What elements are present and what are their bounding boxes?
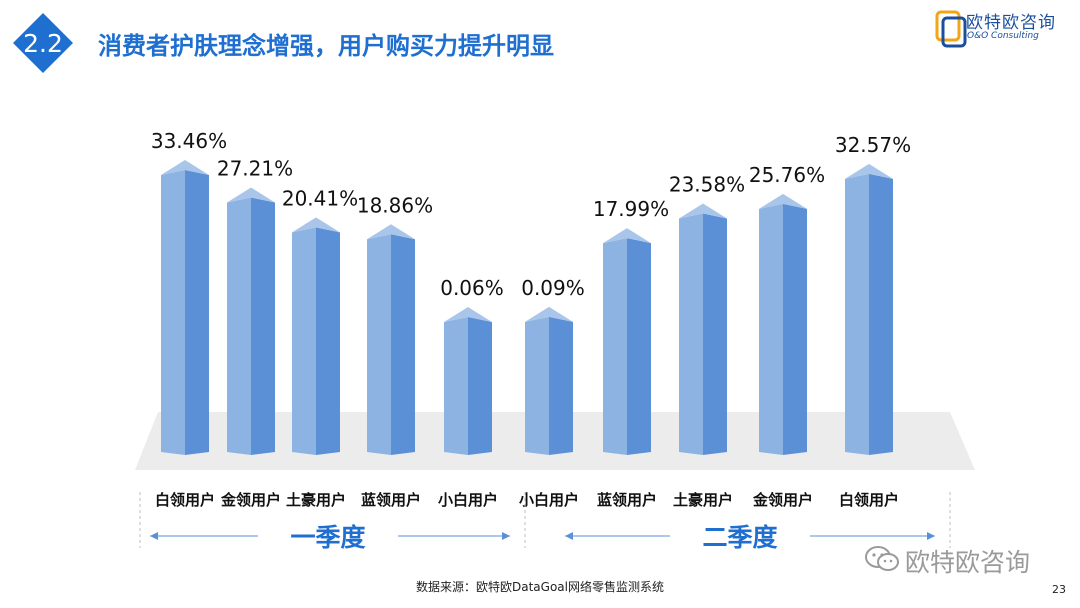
- data-label: 20.41%: [282, 186, 358, 210]
- data-label: 27.21%: [217, 157, 293, 181]
- bar: [525, 316, 549, 455]
- arrow-left-icon: [565, 532, 573, 540]
- bar-top: [367, 224, 415, 240]
- bar-top: [525, 306, 573, 322]
- bar-side: [251, 197, 275, 455]
- bar: [759, 203, 783, 455]
- section-number: 2.2: [23, 28, 63, 58]
- bar-top: [759, 193, 807, 209]
- watermark: 欧特欧咨询: [905, 548, 1031, 577]
- category-label: 蓝领用户: [361, 491, 421, 509]
- category-label: 金领用户: [752, 491, 813, 509]
- bar: [161, 170, 185, 455]
- wechat-icon: [865, 546, 899, 571]
- bar-side: [316, 227, 340, 455]
- category-label: 小白用户: [438, 491, 498, 509]
- bar-top: [845, 163, 893, 179]
- bar-side: [549, 316, 573, 455]
- bar-top: [227, 187, 275, 203]
- group-label: 二季度: [702, 523, 777, 552]
- data-label: 0.09%: [521, 276, 585, 300]
- bar: [603, 238, 627, 455]
- bar-side: [185, 170, 209, 455]
- brand-logo-icon: [935, 10, 967, 48]
- data-label: 17.99%: [593, 197, 669, 221]
- bar-top: [161, 160, 209, 175]
- page-title: 消费者护肤理念增强，用户购买力提升明显: [98, 32, 554, 60]
- bar: [845, 173, 869, 456]
- bar: [679, 213, 703, 455]
- bar: [292, 227, 316, 455]
- data-source: 数据来源：欧特欧DataGoal网络零售监测系统: [416, 580, 664, 594]
- bar-side: [783, 203, 807, 455]
- bar: [367, 234, 391, 455]
- bar-side: [703, 213, 727, 455]
- data-label: 25.76%: [749, 163, 825, 187]
- bar-top: [679, 203, 727, 219]
- page-number: 23: [1052, 583, 1066, 596]
- brand-name-en: O&O Consulting: [967, 31, 1039, 41]
- group-label: 一季度: [290, 523, 365, 552]
- category-label: 金领用户: [220, 491, 281, 509]
- brand-name: 欧特欧咨询: [966, 13, 1056, 33]
- data-label: 23.58%: [669, 172, 745, 196]
- bar-side: [627, 238, 651, 455]
- arrow-right-icon: [502, 532, 510, 540]
- data-label: 32.57%: [835, 133, 911, 157]
- category-label: 白领用户: [155, 491, 215, 509]
- data-label: 0.06%: [440, 276, 504, 300]
- data-label: 33.46%: [151, 129, 227, 153]
- category-label: 土豪用户: [673, 491, 733, 509]
- category-label: 土豪用户: [286, 491, 346, 509]
- data-label: 18.86%: [357, 193, 433, 217]
- category-label: 蓝领用户: [597, 491, 657, 509]
- bar-side: [869, 173, 893, 456]
- bar: [444, 317, 468, 455]
- bar-top: [292, 217, 340, 233]
- bar-side: [391, 234, 415, 455]
- bar-top: [603, 228, 651, 244]
- section-badge: [13, 13, 73, 73]
- category-label: 白领用户: [839, 491, 899, 509]
- bar: [227, 197, 251, 455]
- arrow-left-icon: [150, 532, 158, 540]
- bar-top: [444, 307, 492, 322]
- category-label: 小白用户: [519, 491, 579, 509]
- bar-side: [468, 317, 492, 455]
- arrow-right-icon: [927, 532, 935, 540]
